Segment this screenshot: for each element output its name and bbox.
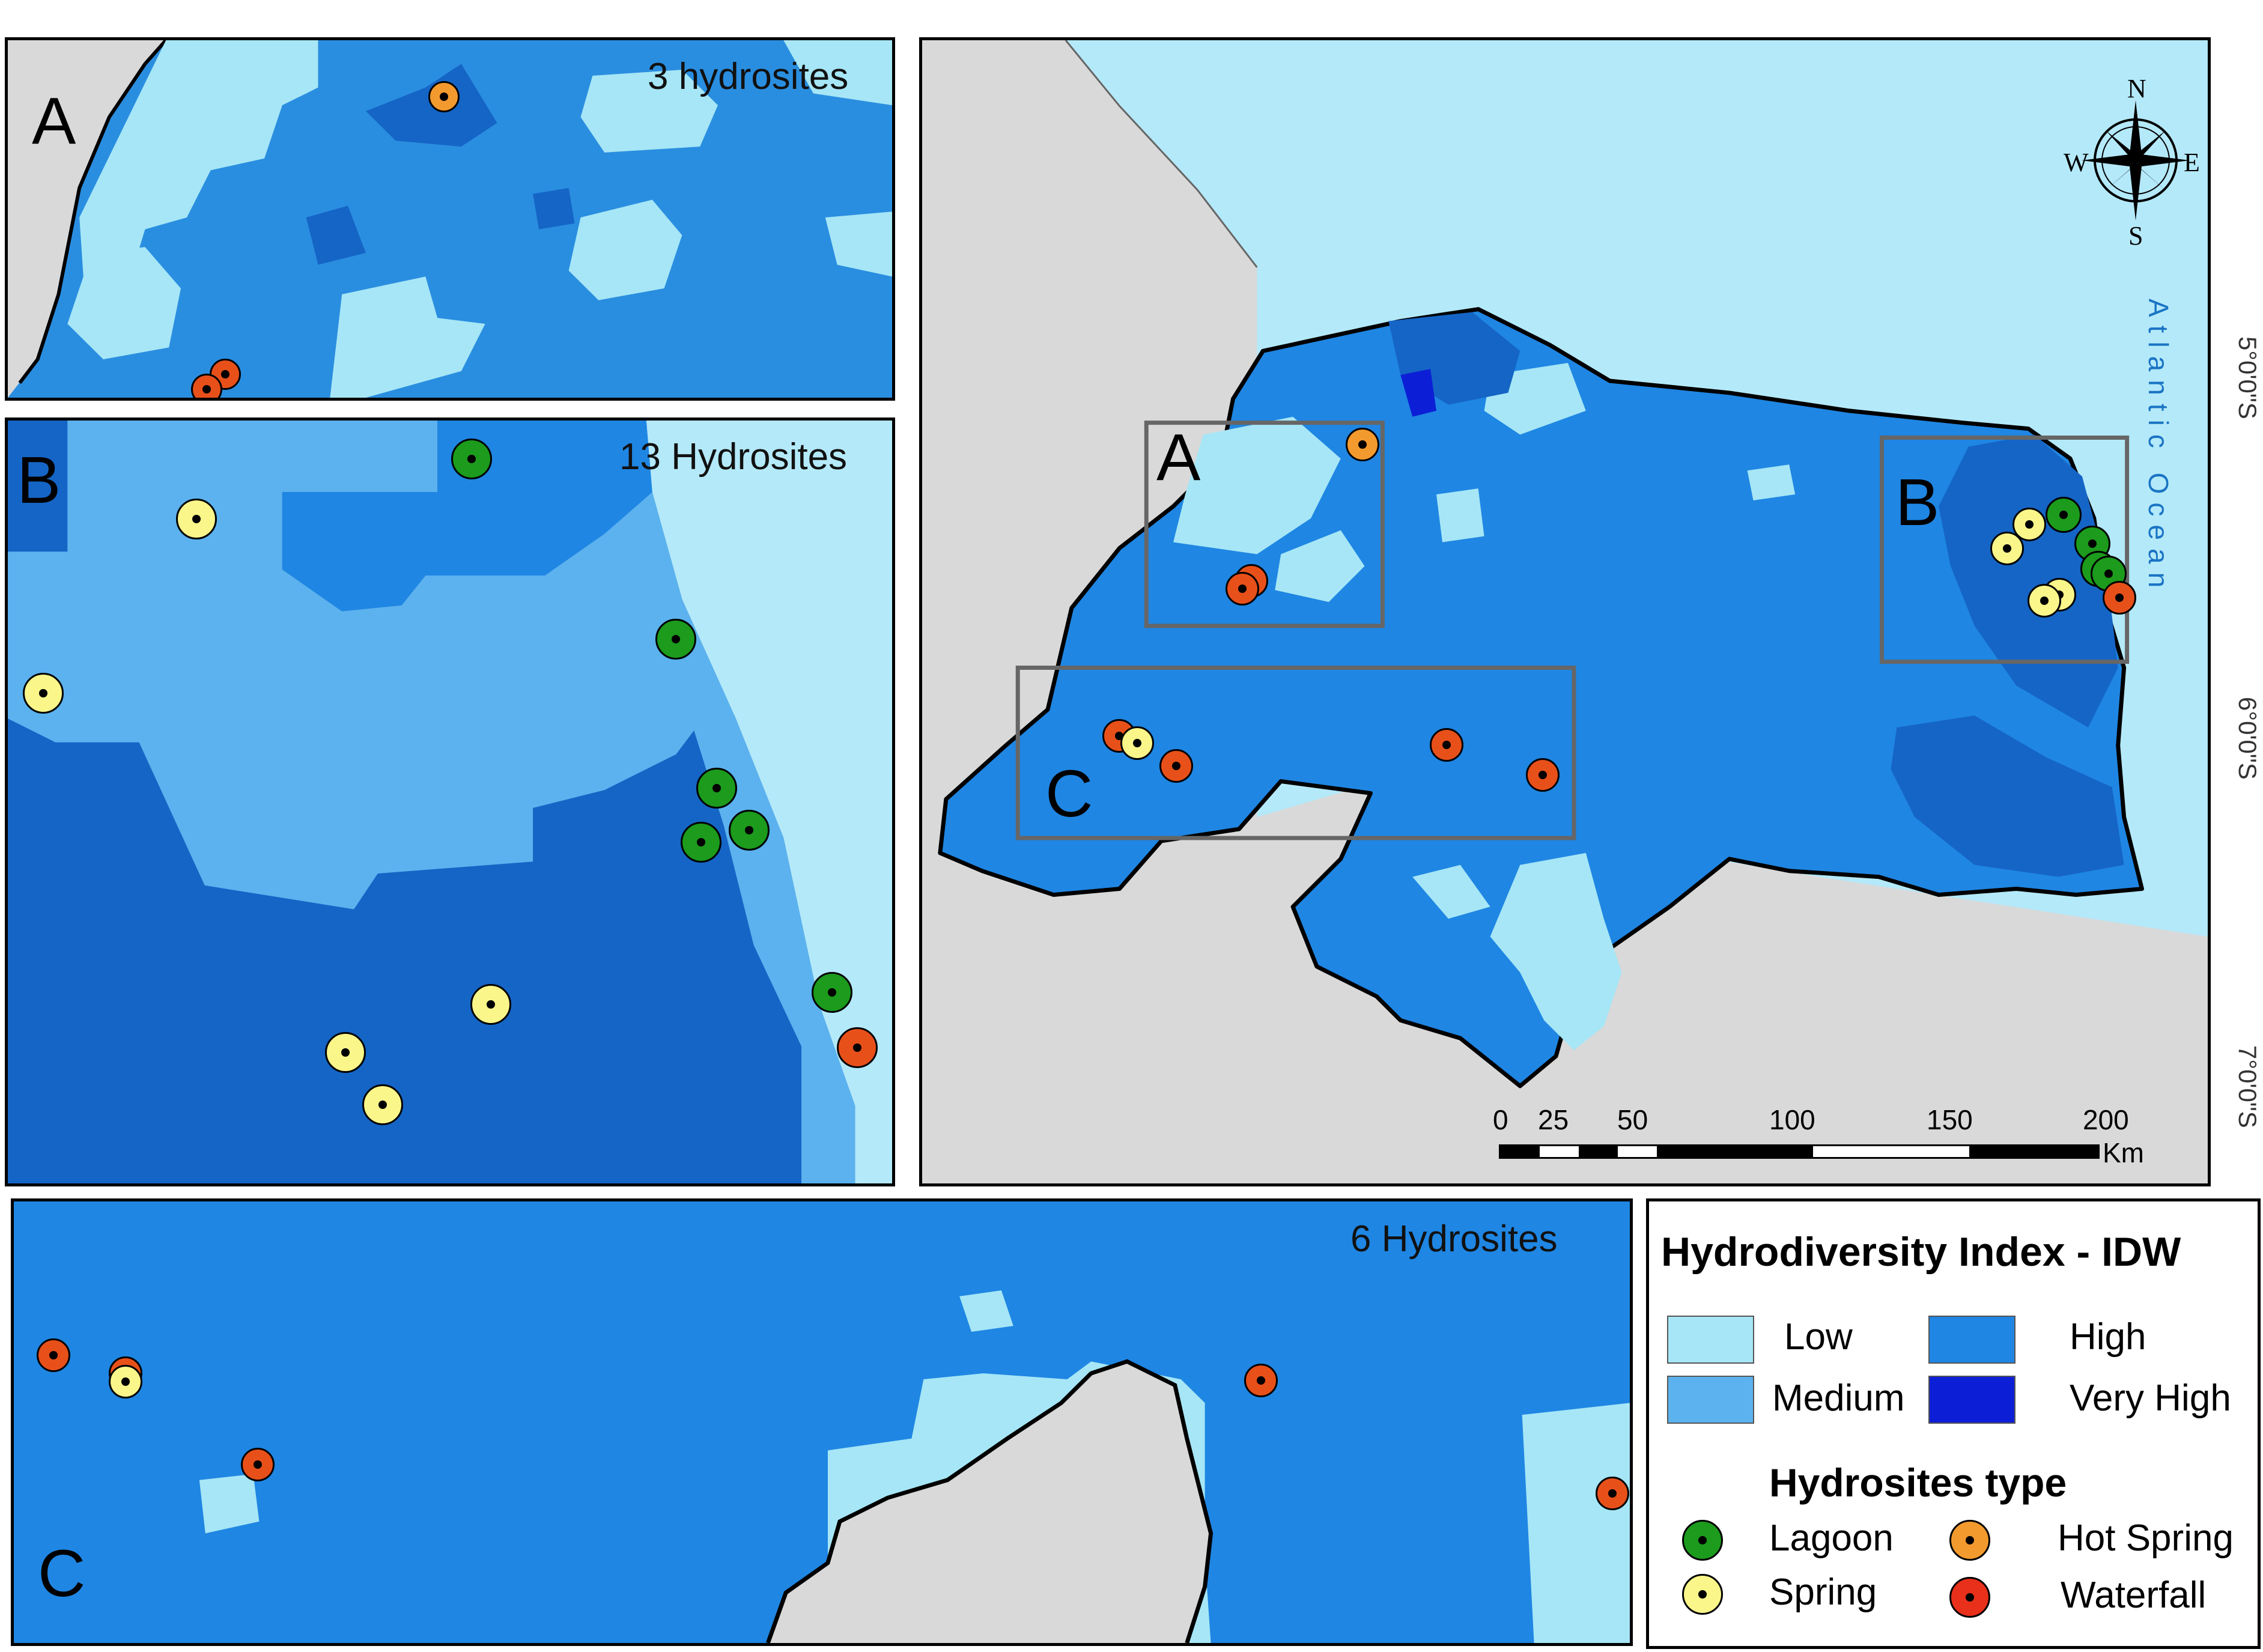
scale-tick: 50 bbox=[1617, 1104, 1648, 1135]
spring-marker[interactable] bbox=[470, 984, 511, 1025]
hot-spring-marker[interactable] bbox=[428, 81, 460, 112]
scale-tick: 0 bbox=[1493, 1104, 1508, 1135]
waterfall-marker[interactable] bbox=[837, 1027, 878, 1068]
legend-label-waterfall: Waterfall bbox=[2061, 1575, 2207, 1616]
inset-b-count: 13 Hydrosites bbox=[619, 436, 848, 478]
ocean-label: Atlantic Ocean bbox=[2143, 299, 2174, 597]
spring-marker[interactable] bbox=[23, 673, 64, 714]
inset-b-map bbox=[8, 421, 892, 1183]
spring-marker[interactable] bbox=[362, 1084, 403, 1125]
lagoon-marker[interactable] bbox=[812, 972, 852, 1013]
legend-swatch-medium bbox=[1667, 1376, 1754, 1424]
spring-marker[interactable] bbox=[1990, 532, 2024, 565]
waterfall-marker[interactable] bbox=[1159, 749, 1193, 783]
waterfall-marker[interactable] bbox=[241, 1448, 275, 1481]
scale-tick: 100 bbox=[1769, 1104, 1815, 1135]
spring-marker[interactable] bbox=[109, 1365, 142, 1398]
frame-label-a: A bbox=[1156, 421, 1201, 494]
lagoon-marker[interactable] bbox=[2046, 497, 2082, 533]
waterfall-marker[interactable] bbox=[1526, 758, 1560, 792]
waterfall-marker[interactable] bbox=[1244, 1364, 1278, 1397]
inset-panel-a: A 3 hydrosites bbox=[5, 37, 895, 401]
spring-marker[interactable] bbox=[2028, 584, 2061, 618]
main-map bbox=[922, 40, 2208, 1183]
legend-label-spring: Spring bbox=[1769, 1572, 1877, 1613]
legend-swatch-low bbox=[1667, 1316, 1754, 1364]
inset-c-map bbox=[199, 1290, 1630, 1643]
lagoon-marker[interactable] bbox=[451, 439, 492, 479]
legend-label-very-high: Very High bbox=[2070, 1377, 2231, 1419]
legend-spring-icon bbox=[1682, 1574, 1723, 1615]
compass-w: W bbox=[2064, 148, 2089, 177]
hot-spring-marker[interactable] bbox=[1346, 428, 1379, 461]
compass-icon bbox=[2082, 100, 2190, 220]
inset-c-label: C bbox=[38, 1537, 86, 1611]
main-map-panel: A B C Atlantic Ocean N S W E bbox=[919, 37, 2211, 1186]
waterfall-marker[interactable] bbox=[2103, 581, 2136, 615]
scale-unit: Km bbox=[2103, 1137, 2144, 1168]
inset-panel-c: C 6 Hydrosites bbox=[11, 1198, 1633, 1646]
spring-marker[interactable] bbox=[176, 499, 217, 539]
lagoon-marker[interactable] bbox=[696, 768, 737, 809]
inset-b-label: B bbox=[17, 443, 61, 517]
lagoon-marker[interactable] bbox=[681, 822, 721, 863]
spring-marker[interactable] bbox=[325, 1032, 366, 1073]
legend-label-hot-spring: Hot Spring bbox=[2058, 1517, 2234, 1559]
frame-label-c: C bbox=[1045, 757, 1093, 831]
waterfall-marker[interactable] bbox=[1596, 1477, 1629, 1510]
legend-label-low: Low bbox=[1784, 1316, 1853, 1358]
inset-a-label: A bbox=[32, 84, 76, 158]
legend-title: Hydrodiversity Index - IDW bbox=[1661, 1229, 2181, 1275]
waterfall-marker[interactable] bbox=[1430, 728, 1463, 762]
waterfall-marker[interactable] bbox=[1226, 572, 1259, 606]
lat-tick-5s: 5°0'0"S bbox=[2234, 336, 2262, 419]
lat-tick-7s: 7°0'0"S bbox=[2234, 1045, 2262, 1128]
legend-waterfall-icon bbox=[1949, 1577, 1990, 1618]
compass-rose: N S W E bbox=[2064, 74, 2200, 251]
compass-n: N bbox=[2127, 74, 2146, 103]
legend-swatch-very-high bbox=[1928, 1376, 2015, 1424]
compass-e: E bbox=[2184, 148, 2200, 177]
waterfall-marker[interactable] bbox=[191, 374, 222, 398]
legend-types-title: Hydrosites type bbox=[1769, 1460, 2067, 1505]
scale-tick: 200 bbox=[2083, 1104, 2129, 1135]
lat-tick-6s: 6°0'0"S bbox=[2234, 697, 2262, 780]
legend-hot-spring-icon bbox=[1949, 1520, 1990, 1561]
legend-label-lagoon: Lagoon bbox=[1769, 1517, 1894, 1559]
scale-tick: 25 bbox=[1538, 1104, 1569, 1135]
frame-label-b: B bbox=[1895, 466, 1940, 539]
compass-s: S bbox=[2128, 221, 2143, 251]
scale-bar: 0 25 50 100 150 200 Km bbox=[1493, 1104, 2144, 1170]
lagoon-marker[interactable] bbox=[655, 619, 696, 660]
waterfall-marker[interactable] bbox=[37, 1338, 70, 1372]
inset-panel-b: B 13 Hydrosites bbox=[5, 418, 895, 1186]
legend-label-medium: Medium bbox=[1772, 1377, 1905, 1419]
inset-a-count: 3 hydrosites bbox=[648, 56, 849, 97]
inset-c-count: 6 Hydrosites bbox=[1350, 1218, 1558, 1260]
spring-marker[interactable] bbox=[1120, 726, 1154, 760]
legend-swatch-high bbox=[1928, 1316, 2015, 1364]
legend-label-high: High bbox=[2070, 1316, 2146, 1358]
lagoon-marker[interactable] bbox=[729, 810, 770, 851]
legend-lagoon-icon bbox=[1682, 1520, 1723, 1561]
legend-box: Hydrodiversity Index - IDW Low High Medi… bbox=[1646, 1198, 2261, 1649]
scale-tick: 150 bbox=[1927, 1104, 1973, 1135]
